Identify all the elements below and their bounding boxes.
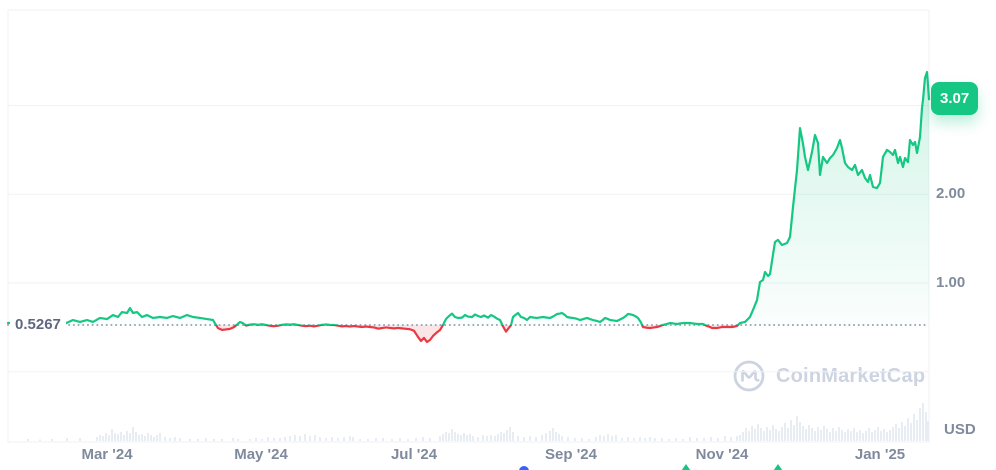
event-marker[interactable] [679,464,693,470]
x-axis-label-nov24: Nov '24 [695,446,749,463]
baseline-price-label: 0.5267 [10,315,66,334]
currency-unit-label: USD [944,421,976,438]
x-axis: Mar '24 May '24 Jul '24 Sep '24 Nov '24 … [0,446,996,470]
y-axis-tick-1: 1.00 [936,274,966,291]
x-axis-label-jul24: Jul '24 [390,446,438,463]
coinmarketcap-watermark: CoinMarketCap [731,358,925,394]
y-axis-tick-2: 2.00 [936,185,966,203]
event-marker[interactable] [519,466,529,470]
event-marker[interactable] [771,464,785,470]
current-price-badge: 3.07 [931,82,979,116]
watermark-text: CoinMarketCap [776,364,926,387]
x-axis-label-sep24: Sep '24 [545,446,597,463]
x-axis-label-jan25: Jan '25 [854,446,906,463]
x-axis-label-mar24: Mar '24 [81,446,133,463]
x-axis-label-may24: May '24 [234,446,288,463]
